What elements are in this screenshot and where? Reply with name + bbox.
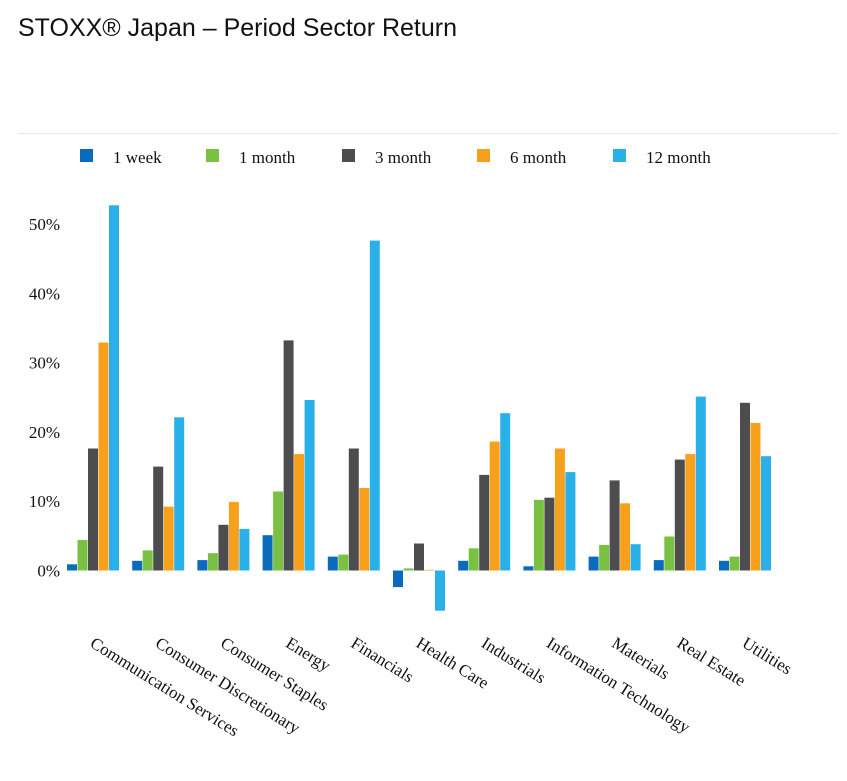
bar-3-month-communication-services <box>88 448 98 571</box>
y-tick-label: 40% <box>29 284 60 303</box>
bar-3-month-consumer-discretionary <box>153 466 164 571</box>
bar-1-week-communication-services <box>67 564 77 571</box>
legend-label-1-month: 1 month <box>239 148 296 167</box>
y-tick-label: 50% <box>29 215 60 234</box>
bar-3-month-utilities <box>740 402 750 571</box>
bar-1-month-industrials <box>468 548 479 571</box>
bar-6-month-consumer-staples <box>228 501 239 571</box>
legend-label-6-month: 6 month <box>510 148 567 167</box>
x-category-label: Utilities <box>739 633 796 678</box>
bar-6-month-health-care <box>424 569 435 571</box>
bar-12-month-energy <box>304 400 315 571</box>
bar-1-week-consumer-staples <box>197 560 208 571</box>
x-category-label: Health Care <box>413 633 492 692</box>
bar-12-month-financials <box>369 240 380 571</box>
bar-6-month-communication-services <box>98 342 109 571</box>
bar-1-week-consumer-discretionary <box>132 560 143 571</box>
bar-12-month-information-technology <box>565 472 576 571</box>
bar-12-month-consumer-staples <box>239 528 250 571</box>
bars-group <box>67 205 771 611</box>
bar-1-month-communication-services <box>77 540 88 571</box>
bar-1-week-health-care <box>393 570 403 588</box>
bar-6-month-consumer-discretionary <box>163 506 174 571</box>
legend-label-1-week: 1 week <box>113 148 162 167</box>
legend-label-3-month: 3 month <box>375 148 432 167</box>
x-category-label: Real Estate <box>674 633 749 690</box>
y-tick-label: 20% <box>29 423 60 442</box>
legend-swatch-6-month <box>477 149 490 162</box>
bar-12-month-real-estate <box>695 396 706 571</box>
bar-12-month-utilities <box>761 456 771 571</box>
chart-legend: 1 week 1 month 3 month 6 month 12 month <box>80 148 711 167</box>
bar-1-month-utilities <box>729 556 740 571</box>
bar-1-week-utilities <box>719 560 729 571</box>
bar-3-month-financials <box>348 448 359 571</box>
bar-3-month-materials <box>609 480 620 571</box>
bar-1-week-financials <box>327 556 338 571</box>
bar-3-month-information-technology <box>544 497 555 571</box>
bar-1-month-information-technology <box>533 499 544 571</box>
legend-label-12-month: 12 month <box>646 148 711 167</box>
bar-1-month-consumer-staples <box>207 553 218 571</box>
bar-3-month-industrials <box>479 474 490 571</box>
legend-swatch-3-month <box>342 149 355 162</box>
bar-6-month-information-technology <box>554 448 565 571</box>
bar-1-week-energy <box>262 535 273 571</box>
bar-1-month-materials <box>599 544 610 571</box>
bar-12-month-health-care <box>435 570 445 611</box>
bar-1-week-industrials <box>458 560 469 571</box>
bar-6-month-energy <box>294 454 305 571</box>
bar-1-month-real-estate <box>664 536 675 571</box>
y-tick-label: 30% <box>29 354 60 373</box>
bar-12-month-industrials <box>500 413 511 571</box>
bar-3-month-consumer-staples <box>218 524 229 571</box>
x-category-label: Financials <box>348 633 417 686</box>
y-axis: 0% 10% 20% 30% 40% 50% <box>29 215 60 581</box>
legend-swatch-1-week <box>80 149 93 162</box>
header-divider <box>18 133 838 134</box>
y-tick-label: 0% <box>37 562 60 581</box>
legend-swatch-1-month <box>206 149 219 162</box>
bar-6-month-materials <box>620 503 631 571</box>
bar-3-month-energy <box>283 340 294 571</box>
bar-1-week-information-technology <box>523 566 534 571</box>
bar-6-month-real-estate <box>685 454 696 571</box>
bar-1-month-financials <box>338 554 349 571</box>
bar-1-month-health-care <box>403 568 414 571</box>
bar-1-week-materials <box>588 556 599 571</box>
bar-12-month-materials <box>630 544 641 571</box>
x-category-label: Energy <box>282 633 334 675</box>
bar-1-week-real-estate <box>653 560 664 571</box>
bar-3-month-real-estate <box>674 459 685 571</box>
y-tick-label: 10% <box>29 492 60 511</box>
bar-6-month-utilities <box>750 422 761 571</box>
page-title: STOXX® Japan – Period Sector Return <box>18 14 458 42</box>
bar-12-month-consumer-discretionary <box>174 417 185 571</box>
bar-6-month-financials <box>359 488 370 571</box>
bar-12-month-communication-services <box>109 205 119 571</box>
bar-1-month-energy <box>273 491 284 571</box>
bar-1-month-consumer-discretionary <box>142 550 153 571</box>
legend-swatch-12-month <box>613 149 626 162</box>
bar-3-month-health-care <box>414 543 424 571</box>
bar-6-month-industrials <box>489 441 500 571</box>
